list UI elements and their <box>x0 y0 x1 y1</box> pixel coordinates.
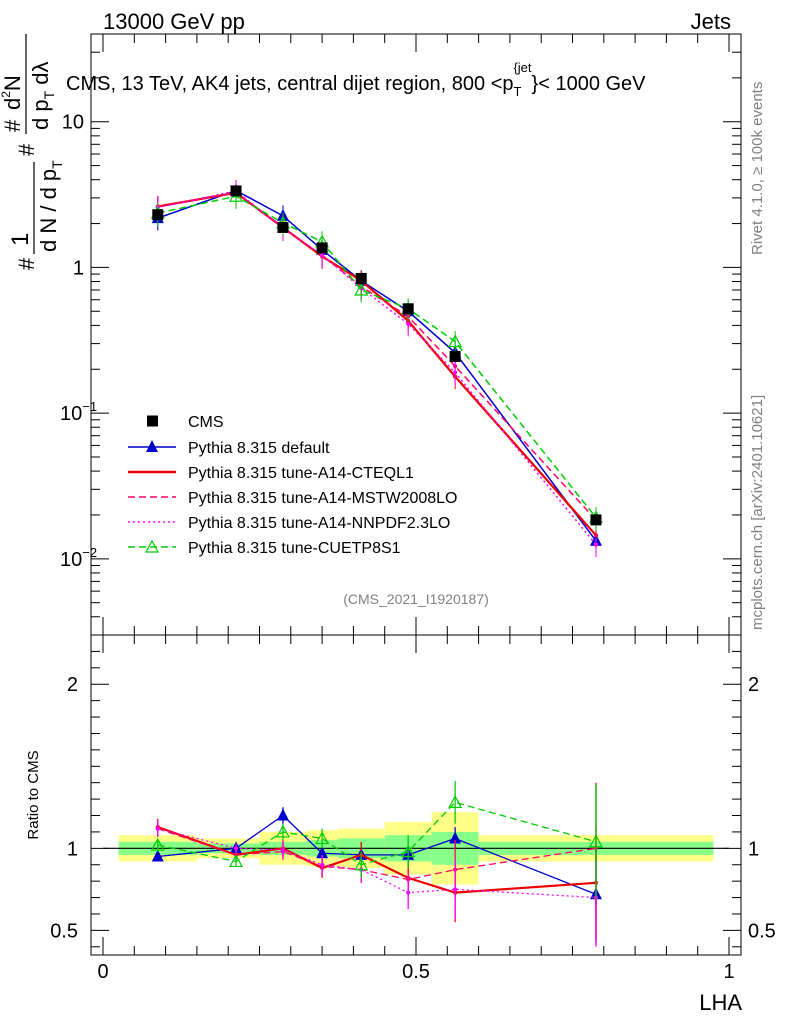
ratio-point-default <box>316 846 329 859</box>
ratio-y-axis-label: Ratio to CMS <box>25 750 42 839</box>
ratio-point-cuetp8s1 <box>588 834 603 848</box>
legend-marker-cms <box>147 415 158 427</box>
ratio-y-tick-label: 1 <box>67 838 78 860</box>
ratio-series-line-a14mstw <box>157 828 597 881</box>
ratio-uncertainty-bands <box>103 812 729 885</box>
plot-title: CMS, 13 TeV, AK4 jets, central dijet reg… <box>66 60 646 99</box>
svg-text:1: 1 <box>7 233 34 246</box>
main-point-a14nnpdf <box>593 542 598 547</box>
main-plot-series <box>150 180 603 558</box>
x-tick-label: 1 <box>723 961 734 983</box>
main-y-axis-label: # 1 d N / d pT # # d2N d pT dλ <box>0 34 65 270</box>
legend-marker-default <box>146 440 158 452</box>
x-axis-label: LHA <box>699 990 742 1015</box>
main-series-line-a14cteq <box>157 191 597 537</box>
main-y-tick-label: 10−2 <box>60 545 97 571</box>
ratio-point-cuetp8s1 <box>401 844 416 858</box>
ratio-point-a14nnpdf <box>155 826 160 831</box>
legend-label-cms: CMS <box>188 414 224 431</box>
ratio-point-cuetp8s1 <box>150 837 165 851</box>
ratio-point-a14nnpdf <box>320 862 325 867</box>
main-series-line-a14mstw <box>157 192 597 521</box>
cms-data-point <box>230 185 242 197</box>
main-point-a14nnpdf <box>453 370 458 375</box>
legend: CMS Pythia 8.315 default Pythia 8.315 tune… <box>128 414 457 557</box>
ratio-series-line-default <box>157 814 597 895</box>
svg-text:d2N: d2N <box>0 75 25 110</box>
main-point-cuetp8s1 <box>354 282 369 296</box>
main-y-tick-label: 1 <box>73 257 84 279</box>
ratio-point-cuetp8s1 <box>448 795 463 808</box>
ratio-y-tick-label-right: 0.5 <box>748 920 776 942</box>
ratio-point-default <box>449 831 462 844</box>
svg-text:d N / d pT: d N / d pT <box>36 160 65 252</box>
ratio-point-cuetp8s1 <box>229 854 244 868</box>
ratio-series-line-cuetp8s1 <box>157 801 597 866</box>
legend-label-cuetp8s1: Pythia 8.315 tune-CUETP8S1 <box>188 540 401 557</box>
ratio-point-cuetp8s1 <box>354 857 369 871</box>
legend-label-default: Pythia 8.315 default <box>188 440 330 457</box>
ratio-point-a14nnpdf <box>453 887 458 892</box>
ratio-y-tick-label-right: 1 <box>748 838 759 860</box>
main-y-tick-label: 10 <box>62 112 84 134</box>
ratio-y-tick-label: 0.5 <box>50 920 78 942</box>
ratio-point-default <box>276 808 289 821</box>
cms-data-point <box>152 209 164 221</box>
header-process: Jets <box>691 9 731 34</box>
ratio-point-a14nnpdf <box>406 890 411 895</box>
ratio-series-line-a14nnpdf <box>157 828 597 899</box>
main-series-line-cuetp8s1 <box>157 195 597 519</box>
ratio-point-cuetp8s1 <box>275 824 290 838</box>
cms-data-point <box>355 272 367 284</box>
ratio-point-a14nnpdf <box>280 847 285 852</box>
ratio-point-a14nnpdf <box>234 846 239 851</box>
svg-text:d pT dλ: d pT dλ <box>28 61 57 130</box>
rivet-version-label: Rivet 4.1.0, ≥ 100k events <box>749 82 766 255</box>
svg-text:#: # <box>14 257 39 270</box>
svg-text:#: # <box>14 143 39 156</box>
ratio-y-tick-label: 2 <box>67 674 78 696</box>
cms-data-point <box>316 242 328 254</box>
ratio-y-tick-label-right: 2 <box>748 674 759 696</box>
main-point-cuetp8s1 <box>448 334 463 348</box>
ratio-point-default <box>151 849 164 862</box>
legend-label-a14cteq: Pythia 8.315 tune-A14-CTEQL1 <box>188 465 414 482</box>
svg-text:#: # <box>0 119 25 132</box>
x-tick-label: 0 <box>97 961 108 983</box>
analysis-id: (CMS_2021_I1920187) <box>343 591 489 607</box>
legend-label-a14mstw: Pythia 8.315 tune-A14-MSTW2008LO <box>188 490 457 507</box>
main-series-line-default <box>157 189 597 542</box>
ratio-plot-series <box>150 781 603 947</box>
ratio-point-cuetp8s1 <box>315 831 330 845</box>
cms-data-point <box>402 303 414 315</box>
legend-label-a14nnpdf: Pythia 8.315 tune-A14-NNPDF2.3LO <box>188 515 450 532</box>
main-point-a14nnpdf <box>320 252 325 257</box>
x-tick-label: 0.5 <box>402 961 430 983</box>
mcplots-source-label: mcplots.cern.ch [arXiv:2401.10621] <box>749 395 766 630</box>
main-point-a14nnpdf <box>406 321 411 326</box>
legend-marker-cuetp8s1 <box>144 539 160 553</box>
ratio-plot-frame <box>90 634 742 956</box>
header-energy: 13000 GeV pp <box>103 9 245 34</box>
cms-data-point <box>590 514 602 526</box>
main-y-tick-label: 10−1 <box>60 399 97 425</box>
cms-data-point <box>449 350 461 362</box>
cms-data-point <box>277 221 289 233</box>
